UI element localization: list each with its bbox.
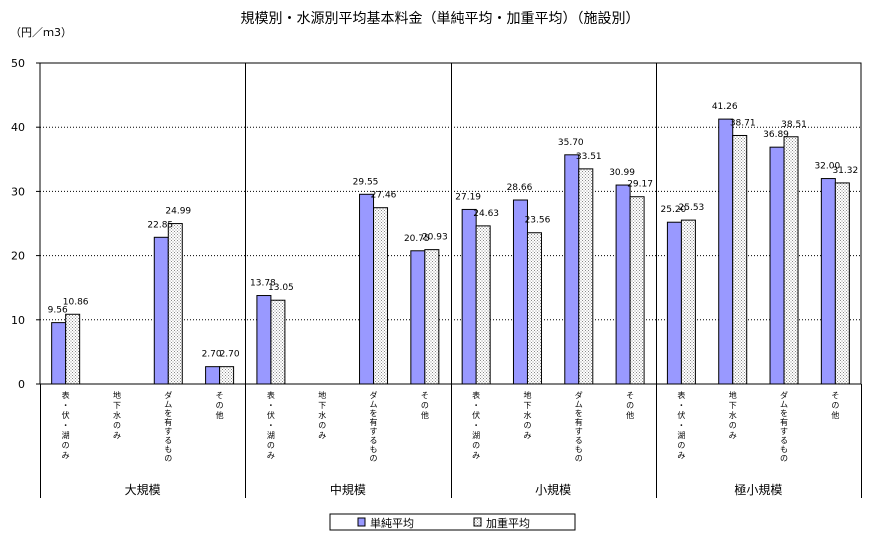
category-label: 表・伏・湖のみ	[677, 390, 685, 460]
y-tick-label: 20	[11, 250, 25, 263]
data-label: 29.55	[353, 177, 379, 187]
legend-swatch	[357, 517, 366, 527]
legend-swatch	[473, 517, 482, 527]
bar-weighted-average	[629, 196, 645, 385]
bars	[51, 118, 850, 385]
y-axis-unit-label: （円／ｍ3）	[10, 26, 72, 39]
data-label: 32.00	[814, 162, 840, 172]
bar-simple-average	[718, 118, 734, 385]
bar-weighted-average	[783, 136, 799, 385]
y-tick-label: 50	[11, 57, 25, 70]
bar-weighted-average	[834, 182, 850, 385]
bar-weighted-average	[167, 223, 183, 385]
data-label: 9.56	[48, 306, 68, 316]
category-label: 地下水のみ	[113, 390, 121, 440]
category-label: ダムを有するもの	[370, 390, 378, 463]
data-label: 38.51	[781, 120, 807, 130]
bar-weighted-average	[424, 249, 440, 385]
legend-box	[329, 513, 576, 531]
bar-simple-average	[256, 295, 272, 385]
bar-weighted-average	[65, 313, 81, 385]
category-label: その他	[421, 391, 429, 420]
chart-title: 規模別・水源別平均基本料金（単純平均・加重平均）（施設別）	[241, 10, 640, 27]
data-label: 10.86	[63, 297, 89, 307]
bar-weighted-average	[526, 232, 542, 385]
bar-simple-average	[666, 221, 682, 385]
data-label: 36.89	[763, 130, 789, 140]
data-label: 27.46	[371, 191, 397, 201]
bar-simple-average	[205, 366, 221, 385]
bar-weighted-average	[578, 168, 594, 385]
group-label: 小規模	[535, 482, 571, 497]
category-label: その他	[626, 391, 634, 420]
bar-simple-average	[153, 236, 169, 385]
y-axis-ticks: 0 10 20 30 40 50	[11, 57, 40, 391]
legend: 単純平均 加重平均	[329, 513, 576, 531]
data-label: 35.70	[558, 138, 584, 148]
data-label: 22.85	[147, 220, 173, 230]
data-label: 29.17	[627, 180, 653, 190]
data-label: 20.75	[404, 234, 430, 244]
category-label: 地下水のみ	[729, 390, 737, 440]
bar-simple-average	[512, 199, 528, 385]
data-label: 13.05	[268, 283, 294, 293]
category-label: 地下水のみ	[523, 390, 531, 440]
category-label: 表・伏・湖のみ	[62, 390, 70, 460]
data-label: 30.99	[609, 168, 635, 178]
bar-simple-average	[51, 322, 67, 385]
y-tick-label: 40	[11, 121, 25, 134]
data-label: 24.63	[473, 209, 499, 219]
data-label: 2.70	[202, 350, 222, 360]
y-tick-label: 0	[18, 378, 25, 391]
category-label: 表・伏・湖のみ	[472, 390, 480, 460]
data-label: 33.51	[576, 152, 602, 162]
category-label: 表・伏・湖のみ	[267, 390, 275, 460]
data-label: 24.99	[165, 207, 191, 217]
data-label: 31.32	[832, 166, 858, 176]
bar-weighted-average	[680, 219, 696, 385]
legend-entry: 加重平均	[486, 516, 530, 530]
y-tick-label: 10	[11, 314, 25, 327]
bar-simple-average	[615, 184, 631, 385]
bar-weighted-average	[732, 134, 748, 385]
data-label: 41.26	[712, 102, 738, 112]
group-label: 極小規模	[734, 482, 782, 497]
category-labels: 表・伏・湖のみ 地下水のみ ダムを有するもの その他 表・伏・湖のみ 地下水のみ ダムを有す…	[62, 390, 840, 463]
bar-simple-average	[359, 193, 375, 385]
data-label: 20.93	[422, 233, 448, 243]
bar-weighted-average	[270, 299, 286, 385]
bar-simple-average	[564, 154, 580, 385]
data-label: 28.66	[507, 183, 533, 193]
data-label: 38.71	[730, 118, 756, 128]
category-label: ダムを有するもの	[575, 390, 583, 463]
legend-entry: 単純平均	[370, 516, 414, 530]
group-labels: 大規模 中規模 小規模 極小規模	[125, 482, 783, 497]
data-label: 27.19	[455, 192, 481, 202]
group-label: 中規模	[330, 482, 366, 497]
data-label: 25.20	[661, 205, 687, 215]
bar-simple-average	[461, 208, 477, 385]
data-label: 25.53	[679, 203, 705, 213]
bar-simple-average	[820, 178, 836, 385]
bar-simple-average	[769, 146, 785, 385]
bar-weighted-average	[475, 225, 491, 385]
bar-weighted-average	[219, 366, 235, 385]
bar-weighted-average	[373, 207, 389, 385]
data-label: 13.78	[250, 279, 276, 289]
category-label: その他	[216, 391, 224, 420]
category-label: ダムを有するもの	[164, 390, 172, 463]
data-label: 2.70	[220, 350, 240, 360]
category-label: その他	[831, 391, 839, 420]
category-label: ダムを有するもの	[780, 390, 788, 463]
group-label: 大規模	[125, 482, 161, 497]
bar-simple-average	[410, 250, 426, 385]
category-label: 地下水のみ	[318, 390, 326, 440]
group-dividers	[40, 63, 862, 498]
data-label: 23.56	[525, 216, 551, 226]
y-tick-label: 30	[11, 185, 25, 198]
